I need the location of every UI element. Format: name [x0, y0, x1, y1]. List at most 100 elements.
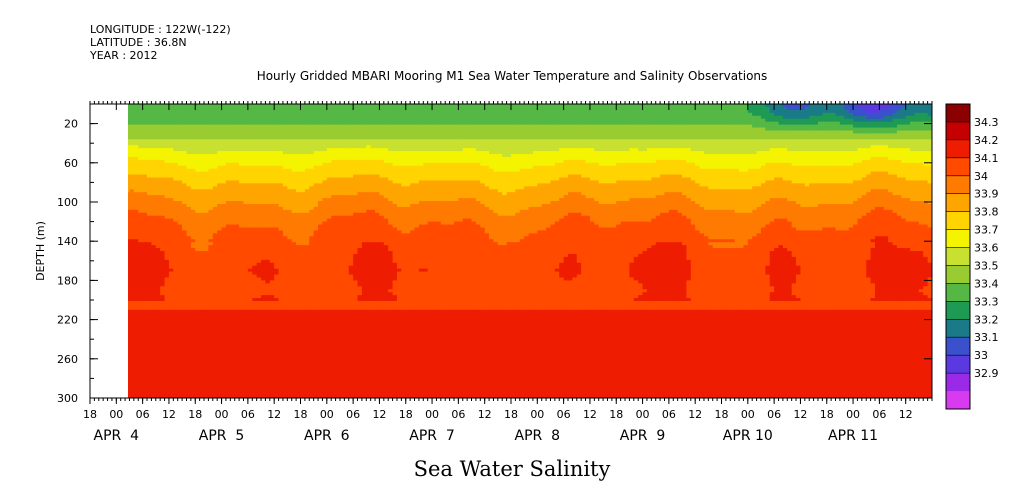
salinity-cell [128, 192, 131, 196]
salinity-cell [133, 353, 139, 358]
salinity-cell [133, 321, 139, 326]
salinity-cell [133, 389, 139, 393]
salinity-cell [138, 133, 144, 137]
salinity-cell [128, 318, 131, 323]
salinity-cell [129, 259, 135, 264]
salinity-cell [138, 130, 144, 134]
salinity-cell [129, 295, 135, 299]
salinity-cell [129, 192, 135, 196]
salinity-cell [128, 189, 131, 193]
salinity-cell [138, 142, 144, 146]
salinity-cell [128, 374, 131, 379]
salinity-cell [138, 174, 144, 179]
salinity-cell [129, 130, 135, 134]
salinity-cell [133, 318, 139, 323]
salinity-cell [129, 189, 135, 193]
salinity-cell [133, 171, 139, 176]
salinity-cell [129, 374, 135, 379]
salinity-cell [128, 389, 131, 393]
latitude-label: LATITUDE : 36.8N [90, 37, 187, 49]
salinity-cell [128, 227, 131, 232]
salinity-cell [129, 289, 135, 293]
salinity-cell [128, 201, 131, 205]
salinity-cell [129, 112, 135, 117]
salinity-cell [129, 195, 135, 199]
salinity-cell [128, 336, 131, 340]
salinity-cell [128, 195, 131, 199]
salinity-cell [133, 177, 139, 182]
salinity-cell [133, 206, 139, 211]
salinity-cell [133, 289, 139, 293]
salinity-cell [128, 368, 131, 373]
salinity-cell [129, 253, 135, 258]
salinity-cell [133, 315, 139, 320]
salinity-cell [138, 118, 144, 123]
salinity-cell [129, 224, 135, 229]
salinity-cell [128, 356, 131, 361]
salinity-cell [129, 327, 135, 331]
salinity-cell [133, 374, 139, 379]
salinity-cell [128, 148, 131, 152]
salinity-cell [133, 118, 139, 123]
salinity-cell [129, 239, 135, 243]
salinity-cell [129, 356, 135, 361]
salinity-cell [128, 300, 131, 305]
salinity-cell [133, 345, 139, 349]
salinity-cell [133, 148, 139, 152]
salinity-cell [129, 121, 135, 126]
salinity-cell [129, 109, 135, 114]
salinity-cell [133, 324, 139, 329]
salinity-cell [128, 136, 131, 140]
salinity-cell [128, 321, 131, 326]
salinity-cell [128, 174, 131, 179]
salinity-cell [138, 168, 144, 173]
salinity-cell [128, 259, 131, 264]
salinity-cell [138, 165, 144, 170]
salinity-cell [128, 171, 131, 176]
salinity-cell [138, 115, 144, 120]
salinity-cell [133, 151, 139, 155]
salinity-cell [128, 283, 131, 287]
salinity-cell [128, 324, 131, 329]
salinity-cell [133, 327, 139, 331]
salinity-cell [128, 115, 131, 120]
salinity-cell [128, 380, 131, 384]
salinity-cell [138, 145, 144, 149]
salinity-cell [129, 242, 135, 246]
salinity-cell [133, 295, 139, 299]
salinity-cell [129, 174, 135, 179]
salinity-cell [128, 348, 131, 352]
salinity-cell [133, 215, 139, 220]
salinity-cell [128, 383, 131, 387]
salinity-cell [129, 245, 135, 249]
salinity-cell [129, 333, 135, 337]
salinity-cell [133, 268, 139, 273]
salinity-cell [129, 274, 135, 279]
salinity-cell [128, 353, 131, 358]
salinity-cell [128, 109, 131, 114]
salinity-cell [129, 115, 135, 120]
salinity-cell [133, 330, 139, 334]
salinity-cell [128, 312, 131, 317]
salinity-cell [133, 274, 139, 279]
salinity-cell [128, 292, 131, 296]
salinity-cell [128, 265, 131, 270]
salinity-cell [128, 233, 131, 237]
salinity-cell [133, 348, 139, 352]
salinity-cell [129, 336, 135, 340]
salinity-cell [129, 203, 135, 208]
salinity-cell [129, 106, 135, 111]
salinity-cell [128, 256, 131, 261]
salinity-cell [128, 286, 131, 290]
salinity-cell [133, 286, 139, 290]
salinity-cell [133, 236, 139, 240]
salinity-cell [133, 112, 139, 117]
salinity-cell [133, 380, 139, 384]
salinity-cell [133, 392, 139, 396]
salinity-cell [128, 153, 131, 158]
salinity-cell [128, 306, 131, 311]
salinity-cell [133, 168, 139, 173]
salinity-cell [129, 156, 135, 161]
salinity-cell [128, 180, 131, 184]
